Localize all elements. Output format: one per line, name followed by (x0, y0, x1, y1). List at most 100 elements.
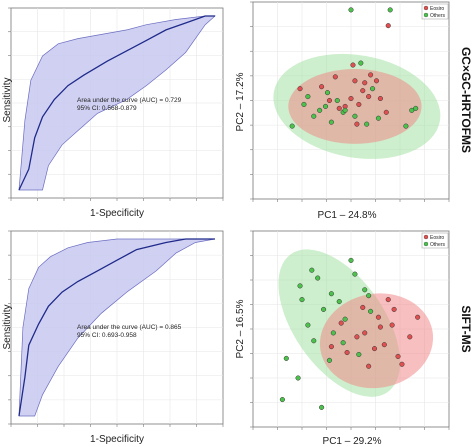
pca-bottom-point-eosiro (360, 304, 366, 310)
pca-top-point-others (324, 90, 331, 96)
pca-bottom-point-others (348, 257, 354, 263)
pca-bottom-ellipse-eosiro (319, 293, 434, 389)
pca-top-point-others (348, 7, 354, 13)
pca-bottom-point-others (305, 322, 311, 328)
pca-bottom-point-eosiro (338, 320, 344, 326)
pca-bottom-point-eosiro (377, 324, 383, 330)
roc-bottom-curve (18, 238, 215, 417)
pca-top-panel: Eosiro Others PC1 – 24.8% PC2 – 17.2% (235, 1, 450, 221)
pca-bottom-point-eosiro (389, 322, 395, 328)
roc-bottom-panel: Area under the curve (AUC) = 0.865 95% C… (2, 230, 224, 445)
pca-top-point-others (387, 7, 393, 13)
roc-top-curve (18, 15, 215, 191)
pca-top-point-eosiro (383, 109, 389, 115)
pca-top-point-eosiro (356, 101, 362, 107)
roc-top-ylabel: Sensitivity (2, 77, 13, 122)
pca-top-points (289, 7, 419, 129)
pca-bottom-point-others (326, 357, 332, 363)
pca-bottom-legend-box (421, 232, 449, 249)
pca-top-point-eosiro (368, 72, 374, 78)
pca-top-legend-others: Others (430, 13, 446, 19)
pca-bottom-legend-others: Others (430, 242, 446, 248)
pca-top-point-eosiro (385, 23, 391, 29)
roc-bottom-ci-band (18, 238, 216, 417)
pca-bottom-point-others (368, 308, 374, 314)
roc-bottom-auc-label: Area under the curve (AUC) = 0.865 (77, 324, 182, 331)
pca-top-point-others (328, 119, 334, 125)
roc-bottom-xlabel: 1-Specificity (90, 434, 144, 445)
pca-bottom-point-eosiro (391, 306, 397, 312)
pca-bottom-point-others (299, 297, 305, 303)
pca-top-point-others (403, 123, 409, 129)
pca-bottom-legend-others-swatch (423, 241, 429, 247)
row-label-bottom: SIFT-MS (459, 305, 473, 352)
pca-top-point-eosiro (348, 95, 354, 102)
pca-top-point-others (364, 121, 370, 127)
pca-bottom-point-others (352, 271, 358, 277)
pca-bottom-ylabel: PC2 – 16.5% (235, 299, 246, 358)
pca-top-point-others (301, 101, 307, 107)
pca-top-xlabel: PC1 – 24.8% (318, 210, 377, 221)
pca-bottom-point-others (279, 397, 285, 403)
pca-bottom-point-eosiro (415, 314, 421, 320)
pca-bottom-legend-eosiro-swatch (423, 234, 429, 240)
roc-top-panel: Area under the curve (AUC) = 0.729 95% C… (2, 7, 224, 219)
pca-top-point-eosiro (377, 95, 383, 102)
pca-bottom-point-others (356, 351, 362, 358)
row-label-top: GC×GC-HRTOFMS (459, 47, 473, 153)
pca-bottom-point-others (366, 293, 372, 299)
pca-bottom-panel: Eosiro Others PC1 – 29.2% PC2 – 16.5% (235, 230, 450, 447)
pca-bottom-point-eosiro (375, 314, 381, 320)
pca-bottom-point-eosiro (399, 361, 405, 367)
pca-top-point-eosiro (373, 78, 380, 84)
pca-top-point-eosiro (326, 97, 332, 104)
roc-bottom-ci-label: 95% CI: 0.693-0.958 (77, 332, 137, 339)
pca-bottom-point-others (283, 355, 289, 361)
pca-top-point-eosiro (336, 105, 342, 111)
pca-top-point-others (409, 107, 415, 113)
roc-top-xlabel: 1-Specificity (90, 208, 144, 219)
pca-top-point-eosiro (362, 80, 368, 86)
pca-bottom-point-others (311, 338, 317, 344)
pca-top-point-others (370, 86, 376, 92)
pca-bottom-point-eosiro (381, 342, 387, 348)
pca-bottom-point-others (328, 291, 334, 297)
pca-bottom-legend-eosiro: Eosiro (430, 235, 444, 241)
pca-top-point-eosiro (332, 74, 338, 80)
pca-bottom-point-eosiro (366, 363, 372, 369)
roc-bottom-ylabel: Sensitivity (2, 304, 13, 349)
pca-bottom-xlabel: PC1 – 29.2% (323, 436, 382, 447)
pca-bottom-point-others (315, 275, 321, 281)
pca-bottom-point-eosiro (354, 334, 360, 340)
pca-top-point-eosiro (319, 84, 325, 90)
pca-bottom-point-others (321, 306, 327, 312)
pca-top-point-eosiro (350, 62, 356, 68)
pca-top-point-others (375, 115, 381, 121)
pca-top-legend-eosiro-swatch (423, 5, 429, 11)
pca-bottom-point-others (362, 287, 368, 293)
pca-top-legend-others-swatch (423, 12, 429, 18)
pca-bottom-point-eosiro (344, 349, 350, 356)
pca-top-point-eosiro (360, 88, 366, 94)
roc-top-auc-label: Area under the curve (AUC) = 0.729 (77, 97, 182, 104)
pca-bottom-point-others (340, 340, 346, 346)
pca-bottom-point-others (309, 267, 315, 273)
pca-top-point-others (334, 97, 340, 104)
pca-bottom-point-others (319, 404, 325, 410)
pca-bottom-point-others (295, 375, 301, 381)
pca-bottom-points (279, 257, 421, 410)
pca-bottom-point-others (336, 299, 342, 305)
pca-top-point-eosiro (297, 86, 303, 92)
roc-top-ci-label: 95% CI: 0.568-0.879 (77, 105, 137, 112)
pca-top-ylabel: PC2 – 17.2% (235, 72, 246, 131)
pca-top-point-others (305, 94, 311, 100)
pca-bottom-point-others (342, 316, 348, 322)
pca-bottom-point-eosiro (362, 330, 368, 336)
pca-top-legend: Eosiro Others (421, 3, 449, 20)
pca-top-point-others (311, 113, 317, 119)
pca-bottom-point-eosiro (407, 334, 413, 340)
pca-bottom-point-others (297, 283, 303, 289)
pca-top-legend-box (421, 3, 449, 20)
pca-top-point-others (413, 105, 419, 111)
